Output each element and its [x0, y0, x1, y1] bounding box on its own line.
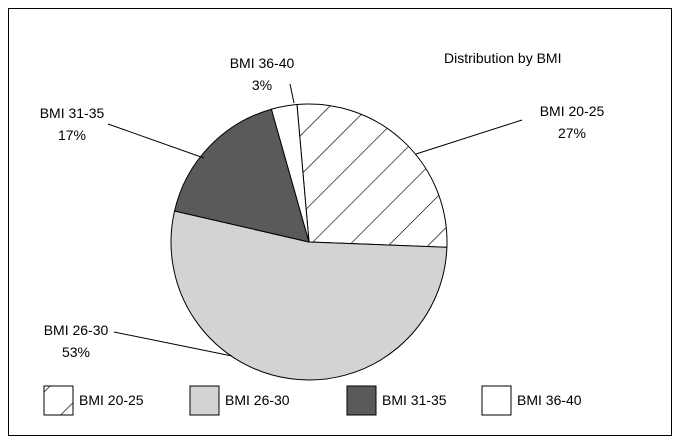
slice-value-label-bmi-20-25: 27% [558, 125, 586, 141]
leader-line-bmi-20-25 [415, 119, 523, 155]
pie-slice-bmi-20-25 [296, 103, 448, 248]
slice-value-label-bmi-31-35: 17% [58, 127, 86, 143]
slice-label-bmi-20-25: BMI 20-25 [540, 103, 605, 119]
legend-label-bmi-31-35: BMI 31-35 [382, 392, 447, 408]
slice-labels: BMI 20-25 27% BMI 26-30 53% BMI 31-35 17% BMI … [40, 55, 605, 360]
legend-swatch-bmi-36-40 [481, 385, 512, 416]
leader-line-bmi-31-35 [107, 123, 205, 159]
pie-slice-bmi-26-30 [170, 210, 448, 381]
pie-slice-bmi-36-40 [270, 103, 310, 243]
pie-slice-bmi-31-35 [173, 108, 310, 243]
slice-value-label-bmi-26-30: 53% [62, 344, 90, 360]
legend-swatch-bmi-26-30 [189, 385, 220, 416]
legend-label-bmi-36-40: BMI 36-40 [517, 392, 582, 408]
label-leader-lines [107, 83, 523, 357]
pie-slices [170, 103, 448, 381]
slice-label-bmi-26-30: BMI 26-30 [44, 322, 109, 338]
chart-title: Distribution by BMI [444, 50, 561, 66]
slice-label-bmi-36-40: BMI 36-40 [230, 55, 295, 71]
legend: BMI 20-25 BMI 26-30 BMI 31-35 BMI 36-40 [43, 385, 582, 416]
slice-value-label-bmi-36-40: 3% [252, 77, 272, 93]
slice-label-bmi-31-35: BMI 31-35 [40, 105, 105, 121]
leader-line-bmi-26-30 [113, 331, 233, 357]
leader-line-bmi-36-40 [289, 83, 295, 104]
legend-swatch-bmi-20-25 [43, 385, 74, 416]
legend-label-bmi-20-25: BMI 20-25 [79, 392, 144, 408]
legend-label-bmi-26-30: BMI 26-30 [225, 392, 290, 408]
legend-swatch-bmi-31-35 [346, 385, 377, 416]
